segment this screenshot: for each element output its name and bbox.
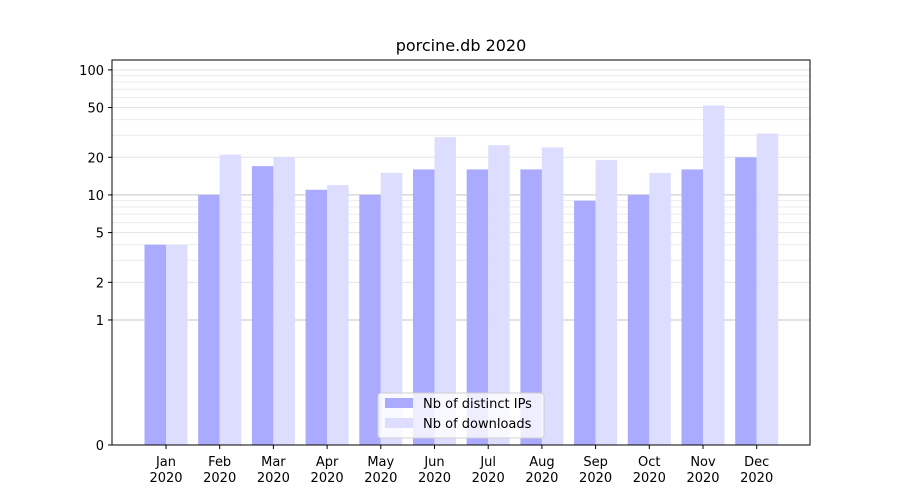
bar [520, 169, 542, 445]
bar [488, 145, 510, 445]
bar [273, 157, 295, 445]
bar [251, 166, 274, 445]
y-tick-label: 0 [96, 439, 104, 454]
x-tick-label-month: Jun [423, 455, 444, 470]
x-tick-label-month: Dec [744, 455, 769, 470]
x-tick-label-year: 2020 [418, 471, 451, 486]
y-tick-label: 50 [87, 102, 104, 117]
x-tick-label-year: 2020 [149, 471, 182, 486]
x-tick-label-month: Nov [690, 455, 716, 470]
y-tick-label: 2 [96, 276, 104, 291]
x-tick-label-year: 2020 [472, 471, 505, 486]
bar [413, 169, 435, 445]
bar [380, 172, 403, 445]
bar [144, 244, 166, 445]
x-tick-label-year: 2020 [740, 471, 773, 486]
bar [541, 147, 564, 446]
legend-box [377, 392, 545, 439]
bar [681, 169, 703, 445]
bars [144, 105, 779, 446]
bar [466, 169, 489, 445]
bar [574, 200, 596, 445]
bar [756, 133, 779, 445]
bar [434, 137, 456, 445]
x-tick-label-month: Feb [208, 455, 231, 470]
bar [595, 160, 618, 445]
x-tick-label-month: Apr [316, 455, 339, 470]
y-tick-label: 100 [79, 64, 104, 79]
legend-label: Nb of downloads [423, 417, 532, 432]
x-tick-label-month: Oct [638, 455, 660, 470]
bar [198, 194, 220, 445]
x-tick-label-year: 2020 [364, 471, 397, 486]
bar [305, 189, 328, 445]
y-tick-label: 20 [87, 151, 104, 166]
y-tick-label: 1 [96, 314, 104, 329]
bar [703, 105, 725, 446]
legend-swatch [385, 418, 413, 428]
x-tick-label-month: Jan [155, 455, 176, 470]
x-tick-label-month: May [367, 455, 394, 470]
x-tick-label-year: 2020 [203, 471, 236, 486]
x-tick-label-month: Sep [583, 455, 608, 470]
bar [649, 172, 671, 445]
x-tick-label-year: 2020 [311, 471, 344, 486]
bar [359, 194, 381, 445]
bar [219, 154, 242, 446]
y-tick-label: 10 [87, 189, 104, 204]
bar [166, 244, 188, 445]
x-axis: Jan2020Feb2020Mar2020Apr2020May2020Jun20… [149, 445, 773, 486]
legend-swatch [385, 398, 413, 408]
bar [327, 185, 349, 445]
x-tick-label-month: Aug [529, 455, 554, 470]
x-tick-label-year: 2020 [257, 471, 290, 486]
x-tick-label-year: 2020 [579, 471, 612, 486]
plot-area [111, 59, 811, 446]
x-tick-label-year: 2020 [686, 471, 719, 486]
x-tick-label-month: Mar [261, 455, 286, 470]
y-axis: 0 1 2 5 10 20 50 100 [79, 64, 112, 454]
legend: Nb of distinct IPs Nb of downloads [377, 392, 545, 439]
x-tick-label-year: 2020 [633, 471, 666, 486]
legend-label: Nb of distinct IPs [423, 397, 532, 412]
x-tick-label-year: 2020 [525, 471, 558, 486]
bar [627, 194, 650, 445]
y-tick-label: 5 [96, 227, 104, 242]
chart-title: porcine.db 2020 [396, 36, 527, 55]
x-tick-label-month: Jul [479, 455, 496, 470]
bar [735, 157, 757, 445]
